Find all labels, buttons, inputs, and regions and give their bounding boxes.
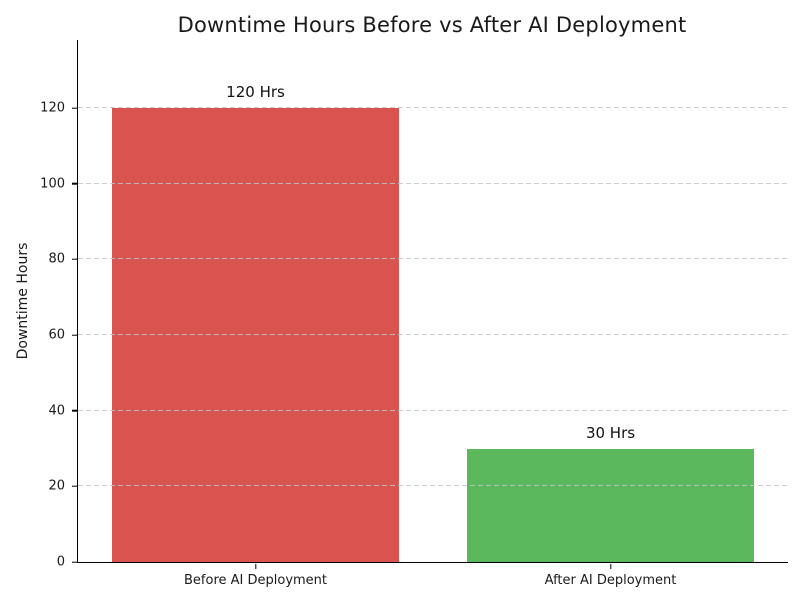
gridline-100: [78, 182, 788, 184]
chart-title: Downtime Hours Before vs After AI Deploy…: [177, 13, 687, 37]
y-tick-mark-60: [71, 334, 77, 336]
bar-before-ai-deployment: [112, 108, 399, 562]
x-tick-label-after-ai-deployment: After AI Deployment: [544, 573, 677, 588]
plot-area: 120 Hrs 30 Hrs 0 20 40 60 80 100 120 Before AI …: [40, 40, 788, 588]
x-tick-label-before-ai-deployment: Before AI Deployment: [183, 573, 328, 588]
gridline-80: [78, 258, 788, 260]
y-tick-mark-20: [71, 485, 77, 488]
y-tick-label-20: 20: [48, 478, 65, 494]
bar-value-label-after-ai-deployment: 30 Hrs: [585, 423, 636, 442]
y-tick-mark-120: [71, 107, 77, 109]
x-tick-mark-before-ai-deployment: [254, 563, 257, 569]
x-tick-mark-after-ai-deployment: [609, 563, 612, 569]
y-tick-mark-100: [71, 183, 77, 185]
bar-value-label-before-ai-deployment: 120 Hrs: [226, 83, 285, 102]
y-tick-mark-0: [71, 561, 77, 563]
gridline-20: [78, 485, 788, 487]
bar-after-ai-deployment: [467, 448, 754, 562]
y-tick-mark-40: [71, 410, 77, 412]
y-tick-label-120: 120: [40, 100, 65, 116]
y-tick-mark-80: [71, 258, 77, 261]
gridline-60: [78, 334, 788, 336]
y-tick-label-60: 60: [48, 327, 65, 343]
y-tick-label-80: 80: [48, 251, 65, 267]
y-tick-label-0: 0: [56, 554, 65, 570]
y-tick-label-100: 100: [40, 176, 65, 192]
y-tick-label-40: 40: [48, 403, 65, 419]
gridline-40: [78, 409, 788, 411]
gridline-120: [78, 107, 788, 109]
